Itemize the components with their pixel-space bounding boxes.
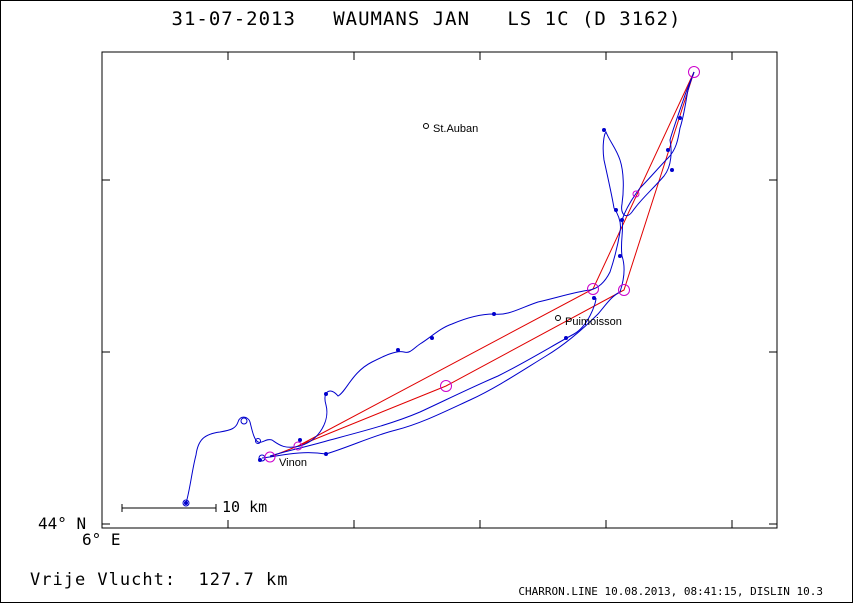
turnpoint-2 bbox=[587, 283, 599, 295]
footer-info: CHARRON.LINE 10.08.2013, 08:41:15, DISLI… bbox=[518, 585, 823, 598]
latitude-label: 44° N bbox=[38, 514, 87, 533]
place-marker-puimoisson bbox=[555, 315, 561, 321]
flight-track bbox=[185, 71, 695, 504]
page-title: 31-07-2013 WAUMANS JAN LS 1C (D 3162) bbox=[171, 8, 682, 30]
turnpoint-3 bbox=[688, 66, 700, 78]
distance-stat-value: 127.7 km bbox=[198, 570, 289, 590]
place-marker-st-auban bbox=[423, 123, 429, 129]
place-label-puimoisson: Puimoisson bbox=[565, 316, 622, 328]
turnpoint-start bbox=[264, 451, 276, 463]
distance-stat-label: Vrije Vlucht: bbox=[30, 570, 177, 590]
place-label-vinon: Vinon bbox=[279, 457, 307, 469]
place-label-st-auban: St.Auban bbox=[433, 123, 479, 135]
task-lines bbox=[269, 71, 695, 458]
plot-frame bbox=[101, 51, 778, 529]
longitude-label: 6° E bbox=[82, 530, 121, 549]
turnpoints bbox=[264, 66, 700, 463]
axis-ticks bbox=[102, 52, 777, 528]
turnpoint-4 bbox=[618, 284, 630, 296]
turnpoint-6 bbox=[632, 190, 640, 198]
place-markers bbox=[423, 123, 561, 321]
track-loops bbox=[182, 417, 266, 507]
scale-bar bbox=[121, 504, 217, 512]
distance-stat: Vrije Vlucht: 127.7 km bbox=[30, 570, 288, 590]
scale-bar-label: 10 km bbox=[222, 498, 268, 516]
turnpoint-1 bbox=[293, 441, 303, 451]
turnpoint-5 bbox=[440, 380, 452, 392]
